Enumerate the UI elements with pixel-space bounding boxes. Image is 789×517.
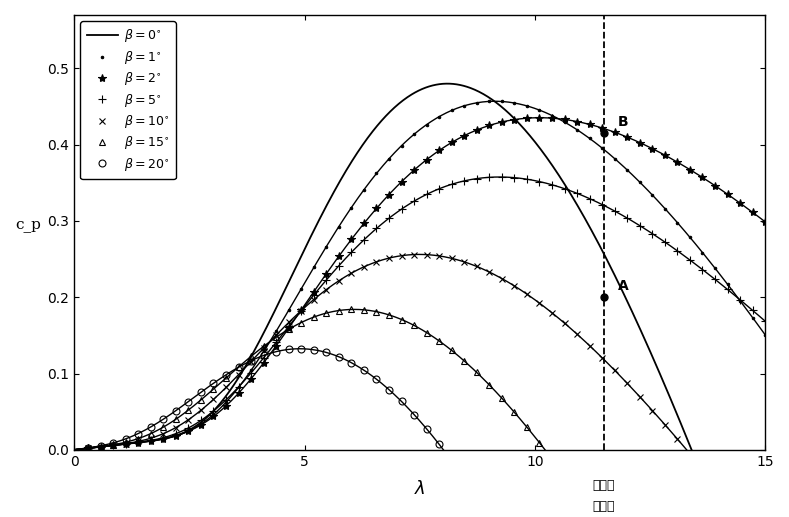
Y-axis label: c_p: c_p bbox=[15, 218, 41, 233]
$\beta = 5^{\circ}$ bbox=[697, 266, 707, 272]
$\beta = 5^{\circ}$ bbox=[497, 174, 507, 180]
$\beta = 15^{\circ}$ bbox=[246, 353, 256, 359]
$\beta = 0^{\circ}$ bbox=[443, 81, 452, 87]
$\beta = 2^{\circ}$ bbox=[535, 115, 544, 121]
$\beta = 0^{\circ}$ bbox=[70, 447, 80, 453]
$\beta = 1^{\circ}$ bbox=[334, 223, 343, 230]
$\beta = 2^{\circ}$ bbox=[748, 209, 757, 216]
Line: $\beta = 20^{\circ}$: $\beta = 20^{\circ}$ bbox=[84, 345, 768, 517]
$\beta = 20^{\circ}$ bbox=[84, 445, 93, 451]
$\beta = 20^{\circ}$ bbox=[297, 346, 306, 352]
$\beta = 10^{\circ}$ bbox=[84, 445, 93, 451]
$\beta = 0^{\circ}$ bbox=[595, 242, 604, 248]
$\beta = 0^{\circ}$ bbox=[472, 87, 481, 94]
$\beta = 5^{\circ}$ bbox=[209, 408, 219, 414]
$\beta = 1^{\circ}$ bbox=[246, 367, 256, 373]
$\beta = 1^{\circ}$ bbox=[209, 412, 219, 418]
$\beta = 15^{\circ}$ bbox=[209, 386, 219, 392]
Line: $\beta = 2^{\circ}$: $\beta = 2^{\circ}$ bbox=[84, 114, 769, 452]
Text: 当前叶: 当前叶 bbox=[593, 479, 615, 492]
$\beta = 10^{\circ}$ bbox=[209, 397, 219, 403]
$\beta = 5^{\circ}$ bbox=[748, 307, 757, 313]
$\beta = 1^{\circ}$ bbox=[484, 98, 494, 104]
$\beta = 10^{\circ}$ bbox=[334, 278, 343, 284]
$\beta = 0^{\circ}$ bbox=[490, 98, 499, 104]
Line: $\beta = 5^{\circ}$: $\beta = 5^{\circ}$ bbox=[84, 173, 769, 452]
$\beta = 10^{\circ}$ bbox=[159, 431, 168, 437]
$\beta = 5^{\circ}$ bbox=[246, 370, 256, 376]
Legend: $\beta = 0^{\circ}$, $\beta = 1^{\circ}$, $\beta = 2^{\circ}$, $\beta = 5^{\circ: $\beta = 0^{\circ}$, $\beta = 1^{\circ}$… bbox=[80, 21, 176, 179]
Line: $\beta = 1^{\circ}$: $\beta = 1^{\circ}$ bbox=[86, 99, 768, 451]
$\beta = 5^{\circ}$ bbox=[761, 318, 770, 324]
$\beta = 10^{\circ}$ bbox=[246, 358, 256, 364]
$\beta = 1^{\circ}$ bbox=[697, 249, 707, 255]
$\beta = 15^{\circ}$ bbox=[346, 307, 356, 313]
Text: B: B bbox=[618, 115, 628, 129]
$\beta = 5^{\circ}$ bbox=[84, 445, 93, 451]
Text: 尖速比: 尖速比 bbox=[593, 500, 615, 513]
$\beta = 15^{\circ}$ bbox=[84, 445, 93, 451]
Line: $\beta = 15^{\circ}$: $\beta = 15^{\circ}$ bbox=[84, 306, 768, 517]
Line: $\beta = 0^{\circ}$: $\beta = 0^{\circ}$ bbox=[75, 84, 765, 517]
$\beta = 2^{\circ}$ bbox=[209, 414, 219, 420]
$\beta = 1^{\circ}$ bbox=[84, 445, 93, 451]
$\beta = 2^{\circ}$ bbox=[246, 376, 256, 382]
$\beta = 20^{\circ}$ bbox=[159, 416, 168, 422]
$\beta = 1^{\circ}$ bbox=[761, 332, 770, 338]
$\beta = 1^{\circ}$ bbox=[748, 314, 757, 321]
$\beta = 5^{\circ}$ bbox=[334, 263, 343, 269]
$\beta = 20^{\circ}$ bbox=[209, 380, 219, 386]
$\beta = 2^{\circ}$ bbox=[761, 219, 770, 225]
$\beta = 0^{\circ}$ bbox=[112, 442, 122, 448]
$\beta = 0^{\circ}$ bbox=[665, 394, 675, 401]
$\beta = 20^{\circ}$ bbox=[346, 360, 356, 366]
Line: $\beta = 10^{\circ}$: $\beta = 10^{\circ}$ bbox=[84, 251, 768, 517]
$\beta = 15^{\circ}$ bbox=[159, 424, 168, 430]
$\beta = 10^{\circ}$ bbox=[697, 465, 707, 472]
$\beta = 2^{\circ}$ bbox=[159, 436, 168, 442]
$\beta = 20^{\circ}$ bbox=[246, 358, 256, 364]
$\beta = 1^{\circ}$ bbox=[159, 436, 168, 442]
$\beta = 2^{\circ}$ bbox=[334, 253, 343, 260]
$\beta = 15^{\circ}$ bbox=[334, 308, 343, 314]
X-axis label: λ: λ bbox=[414, 480, 425, 498]
Text: A: A bbox=[618, 279, 629, 293]
$\beta = 10^{\circ}$ bbox=[409, 251, 419, 257]
$\beta = 0^{\circ}$ bbox=[510, 116, 520, 123]
$\beta = 2^{\circ}$ bbox=[84, 445, 93, 451]
$\beta = 5^{\circ}$ bbox=[159, 435, 168, 441]
$\beta = 2^{\circ}$ bbox=[697, 174, 707, 180]
